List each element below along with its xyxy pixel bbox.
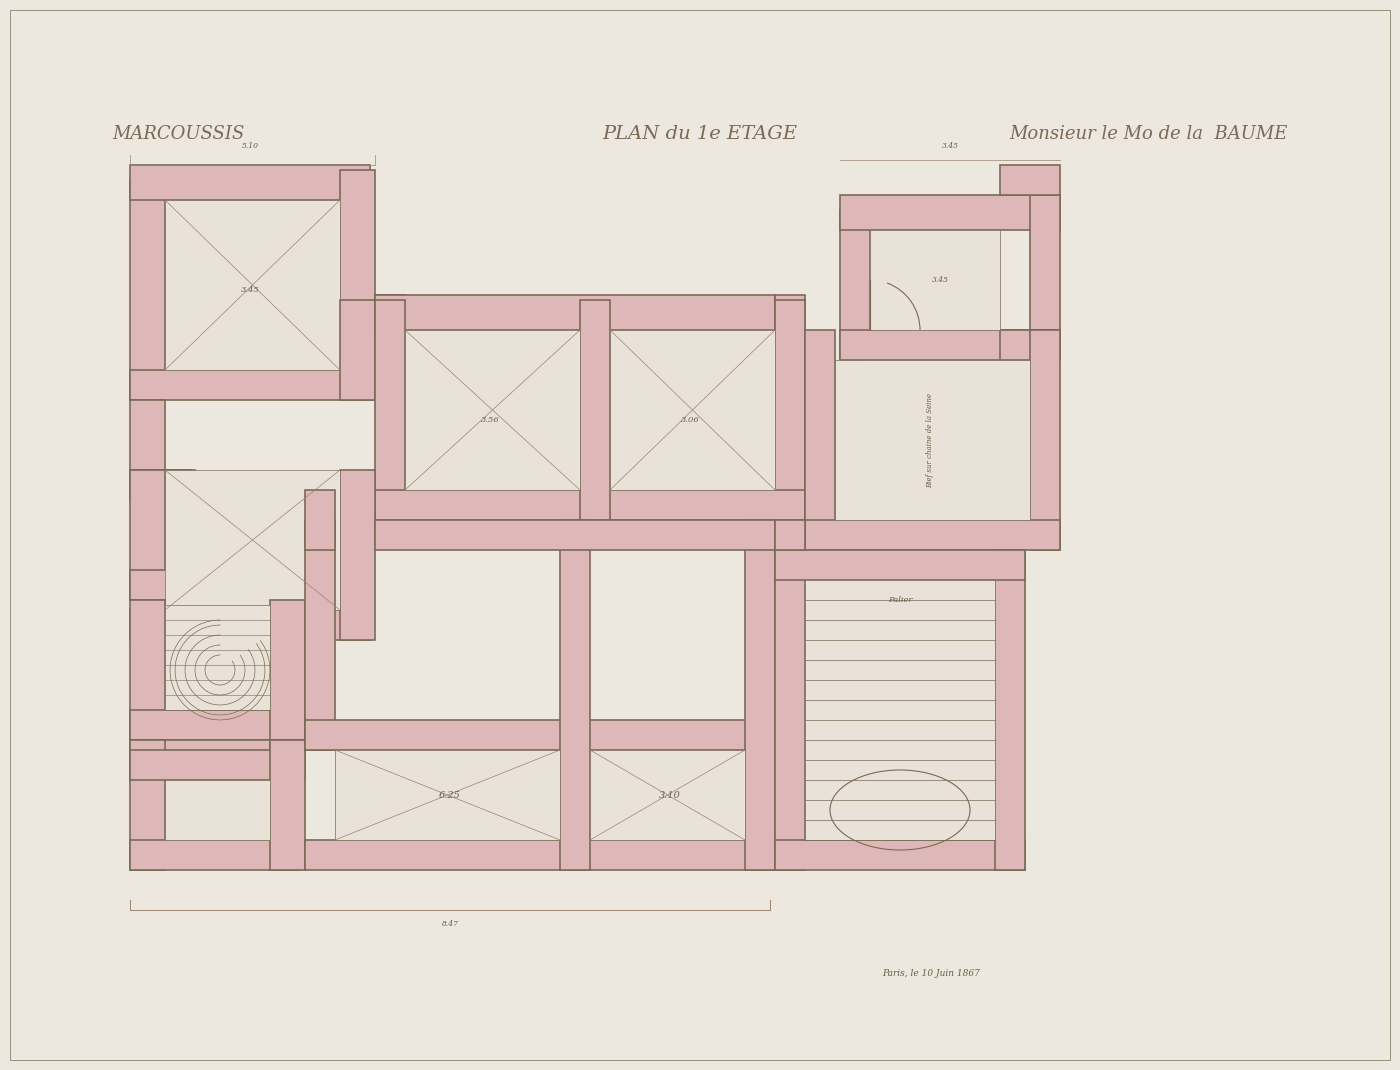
Bar: [165, 605, 270, 710]
Bar: [776, 550, 1025, 580]
Bar: [840, 330, 1060, 360]
Bar: [305, 520, 335, 750]
Bar: [165, 200, 340, 370]
Bar: [580, 300, 610, 520]
Bar: [375, 300, 405, 520]
Bar: [805, 520, 1060, 550]
Bar: [130, 400, 165, 470]
Bar: [130, 740, 165, 870]
Bar: [305, 840, 776, 870]
Text: 5.10: 5.10: [241, 142, 259, 150]
Bar: [340, 170, 375, 330]
Bar: [130, 610, 370, 640]
Bar: [165, 780, 270, 840]
Text: MARCOUSSIS: MARCOUSSIS: [112, 125, 245, 142]
Bar: [1030, 330, 1060, 550]
Bar: [270, 740, 305, 780]
Bar: [745, 520, 776, 870]
Bar: [130, 570, 370, 600]
Text: 3.45: 3.45: [941, 142, 959, 150]
Bar: [840, 195, 1060, 230]
Bar: [130, 740, 165, 775]
Text: PLAN du 1e ETAGE: PLAN du 1e ETAGE: [602, 125, 798, 142]
Bar: [375, 490, 805, 520]
Bar: [1000, 330, 1060, 360]
Bar: [776, 520, 805, 550]
Bar: [165, 470, 195, 500]
Text: 3.06: 3.06: [680, 416, 700, 424]
Bar: [130, 370, 405, 400]
Bar: [805, 580, 995, 840]
Bar: [776, 295, 805, 330]
Text: 3.10: 3.10: [659, 791, 680, 799]
Bar: [130, 180, 165, 400]
Bar: [589, 750, 745, 840]
Text: Paris, le 10 Juin 1867: Paris, le 10 Juin 1867: [882, 969, 980, 978]
Bar: [305, 720, 776, 750]
Bar: [270, 740, 305, 870]
Bar: [560, 520, 589, 870]
Bar: [834, 360, 1030, 520]
Bar: [130, 600, 165, 740]
Bar: [375, 295, 405, 330]
Bar: [130, 740, 300, 780]
Text: 3.45: 3.45: [931, 276, 949, 284]
Bar: [270, 600, 305, 740]
Bar: [610, 330, 776, 490]
Bar: [776, 300, 805, 520]
Bar: [130, 165, 370, 200]
Text: 8.47: 8.47: [441, 920, 459, 928]
Bar: [405, 330, 580, 490]
Bar: [1000, 165, 1060, 195]
Bar: [130, 840, 300, 870]
Bar: [375, 520, 776, 550]
Text: 3.45: 3.45: [241, 286, 259, 294]
Bar: [165, 470, 340, 610]
Bar: [1030, 195, 1060, 360]
Text: 6.25: 6.25: [440, 791, 461, 799]
Bar: [776, 840, 1025, 870]
Bar: [869, 230, 1000, 330]
Bar: [130, 470, 165, 600]
Bar: [130, 710, 300, 740]
Bar: [130, 470, 190, 500]
Bar: [995, 550, 1025, 870]
Bar: [340, 470, 375, 640]
Bar: [130, 750, 300, 780]
Bar: [335, 750, 560, 840]
Bar: [375, 295, 776, 330]
Bar: [340, 300, 375, 400]
Text: 3.56: 3.56: [480, 416, 500, 424]
Bar: [805, 330, 834, 550]
Text: Monsieur le Mo de la  BAUME: Monsieur le Mo de la BAUME: [1009, 125, 1288, 142]
Bar: [305, 490, 335, 550]
Text: Palier: Palier: [888, 596, 913, 603]
Text: Bief sur chaine de la Seine: Bief sur chaine de la Seine: [925, 393, 934, 488]
Bar: [840, 210, 869, 360]
Bar: [776, 550, 805, 870]
